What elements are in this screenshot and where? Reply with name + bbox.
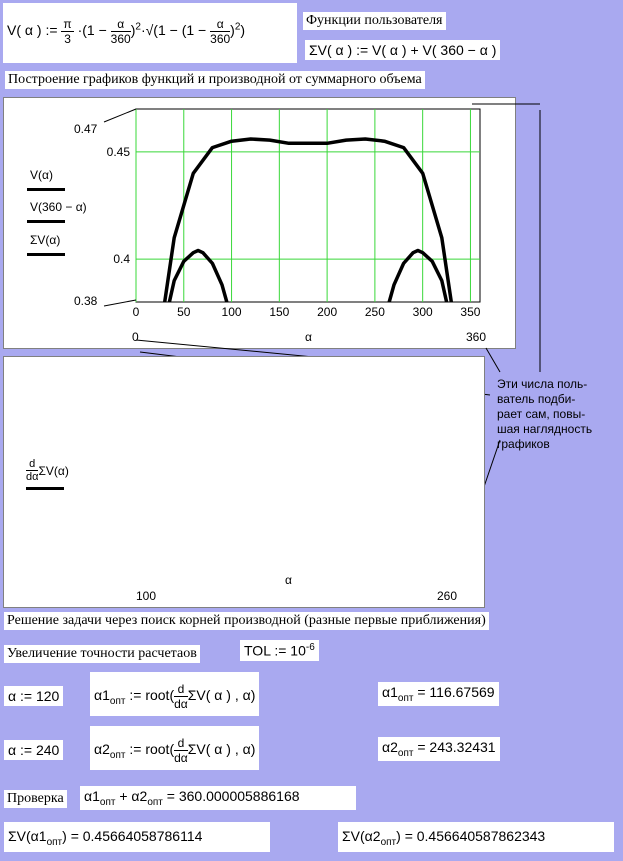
graph1-ytick: 0.4 (113, 252, 130, 266)
graph2-region[interactable] (3, 356, 485, 608)
tolerance-expr[interactable]: TOL := 10-6 (240, 640, 319, 661)
formula-v-lhs: V( α ) (7, 22, 42, 39)
d-denominator: dα (26, 471, 39, 483)
alpha-init-2[interactable]: α := 240 (4, 740, 64, 760)
graph1-xtick: 100 (222, 305, 242, 319)
legend-sum: ΣV(α) (30, 233, 61, 247)
graph1-xtick: 350 (460, 305, 480, 319)
check-expr: α1опт + α2опт = 360.000005886168 (80, 786, 356, 810)
graph1-ymin-label: 0.38 (74, 294, 98, 308)
graph1-series-1 (387, 248, 449, 302)
callout-line (103, 299, 137, 307)
graph1-ymax-label: 0.47 (74, 122, 98, 136)
section1-title: Построение графиков функций и производно… (5, 71, 425, 89)
graph1-frame (135, 108, 481, 303)
graph1-xtick: 200 (317, 305, 337, 319)
callout-line (485, 347, 501, 373)
legend-v-line (27, 188, 65, 191)
legend-sum-line (27, 253, 65, 256)
check-label: Проверка (4, 790, 67, 808)
formula-sum: ΣV( α ) := V( α ) + V( 360 − α ) (305, 40, 501, 60)
graph2-xmin-label: 100 (136, 589, 157, 603)
graph1-xtick: 0 (133, 305, 140, 319)
alpha1-result: α1опт = 116.67569 (378, 682, 499, 706)
graph1-xtick: 250 (365, 305, 385, 319)
alpha2-root-expr[interactable]: α2опт := root(d dα ΣV( α ) , α) (90, 726, 260, 770)
alpha1-root-expr[interactable]: α1опт := root(d dα ΣV( α ) , α) (90, 672, 260, 716)
alpha2-result: α2опт = 243.32431 (378, 737, 500, 761)
legend-v360: V(360 − α) (30, 200, 87, 214)
section2-title: Решение задачи через поиск корней произв… (4, 612, 489, 630)
graph1-xtick: 300 (413, 305, 433, 319)
sum-v-alpha1: ΣV(α1опт) = 0.45664058786114 (4, 822, 270, 852)
graph1-xmax-label: 360 (466, 330, 487, 344)
user-functions-label: Функции пользователя (303, 12, 446, 30)
note-text: Эти числа поль- ватель подби- рает сам, … (497, 377, 593, 451)
graph1-xmin-label: 0 (132, 330, 139, 344)
graph1-xaxis-label: α (305, 330, 312, 344)
graph2-xaxis-label: α (285, 573, 292, 587)
graph1-series-0 (167, 248, 229, 302)
sum-v-alpha2: ΣV(α2опт) = 0.456640587862343 (338, 822, 614, 852)
tolerance-label: Увеличение точности расчетаов (4, 645, 200, 663)
d-numerator: d (26, 458, 39, 471)
graph1-xtick: 150 (269, 305, 289, 319)
graph1-ytick: 0.45 (107, 145, 131, 159)
graph2-ylabel: d dα ΣV(α) (26, 458, 69, 490)
graph2-ylabel-func: ΣV(α) (38, 463, 69, 478)
graph1-series-2 (162, 137, 454, 302)
callout-line (103, 108, 137, 123)
graph2-xmax-label: 260 (437, 589, 458, 603)
graph1-xtick: 50 (177, 305, 191, 319)
legend-v360-line (27, 220, 65, 223)
alpha-init-1[interactable]: α := 120 (4, 686, 64, 706)
legend-v: V(α) (30, 168, 53, 182)
